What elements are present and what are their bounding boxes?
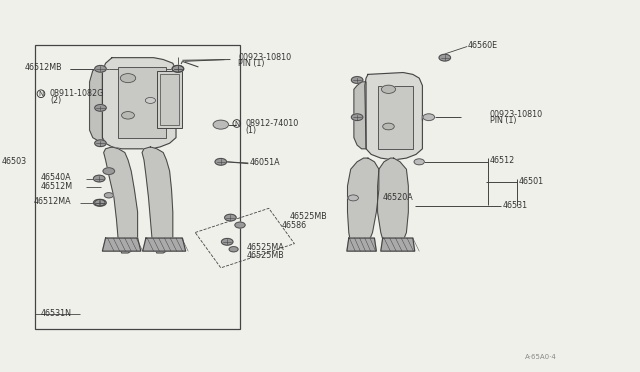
Circle shape <box>225 214 236 221</box>
Text: 46540A: 46540A <box>40 173 71 182</box>
Polygon shape <box>347 238 376 251</box>
Polygon shape <box>104 147 138 253</box>
Circle shape <box>383 123 394 130</box>
Circle shape <box>103 168 115 174</box>
Text: 46512MA: 46512MA <box>33 198 71 206</box>
Circle shape <box>172 65 184 72</box>
Polygon shape <box>143 238 186 251</box>
Text: 46586: 46586 <box>282 221 307 230</box>
Polygon shape <box>381 238 415 251</box>
Text: (1): (1) <box>246 126 257 135</box>
Circle shape <box>381 85 396 93</box>
Circle shape <box>351 77 363 83</box>
Text: N: N <box>38 91 44 97</box>
Text: A·65A0·4: A·65A0·4 <box>525 354 557 360</box>
Text: (2): (2) <box>50 96 61 105</box>
Circle shape <box>439 54 451 61</box>
Circle shape <box>351 114 363 121</box>
Polygon shape <box>90 67 102 141</box>
Circle shape <box>145 97 156 103</box>
Text: 00923-10810: 00923-10810 <box>238 53 291 62</box>
Bar <box>378 86 413 149</box>
Polygon shape <box>142 147 173 253</box>
Text: 46512MB: 46512MB <box>24 63 62 72</box>
Circle shape <box>215 158 227 165</box>
Text: PIN (1): PIN (1) <box>238 60 264 68</box>
Polygon shape <box>102 238 141 251</box>
Circle shape <box>93 175 105 182</box>
Circle shape <box>104 193 113 198</box>
Text: 08911-1082G: 08911-1082G <box>50 89 104 98</box>
Circle shape <box>93 199 105 206</box>
Text: 46520A: 46520A <box>383 193 413 202</box>
Bar <box>35 45 240 329</box>
Polygon shape <box>378 158 408 247</box>
Text: 46503: 46503 <box>2 157 27 166</box>
Circle shape <box>423 114 435 121</box>
Text: 46051A: 46051A <box>250 158 280 167</box>
Text: 46501: 46501 <box>518 177 543 186</box>
Circle shape <box>229 247 238 252</box>
Text: 46512: 46512 <box>490 156 515 165</box>
Circle shape <box>348 195 358 201</box>
Circle shape <box>95 199 106 206</box>
Text: 46525MB: 46525MB <box>289 212 327 221</box>
Circle shape <box>172 65 184 72</box>
Bar <box>118 67 166 138</box>
Polygon shape <box>354 82 366 149</box>
Text: N: N <box>234 121 239 126</box>
Text: 00923-10810: 00923-10810 <box>490 110 543 119</box>
Circle shape <box>414 159 424 165</box>
Text: 46531N: 46531N <box>40 309 71 318</box>
Circle shape <box>95 65 106 72</box>
Text: 46560E: 46560E <box>467 41 497 50</box>
Circle shape <box>95 105 106 111</box>
Polygon shape <box>365 73 422 160</box>
Circle shape <box>235 222 245 228</box>
Text: 46512M: 46512M <box>40 182 72 191</box>
Bar <box>160 74 179 125</box>
Circle shape <box>95 140 106 147</box>
Text: 08912-74010: 08912-74010 <box>246 119 299 128</box>
Polygon shape <box>348 158 379 247</box>
Text: PIN (1): PIN (1) <box>490 116 516 125</box>
Text: 46531: 46531 <box>502 201 527 210</box>
Polygon shape <box>102 58 176 149</box>
Text: 46525MB: 46525MB <box>246 251 284 260</box>
Circle shape <box>221 238 233 245</box>
Circle shape <box>213 120 228 129</box>
Text: 46525MA: 46525MA <box>246 243 284 252</box>
Circle shape <box>120 74 136 83</box>
Circle shape <box>122 112 134 119</box>
Bar <box>157 71 182 128</box>
